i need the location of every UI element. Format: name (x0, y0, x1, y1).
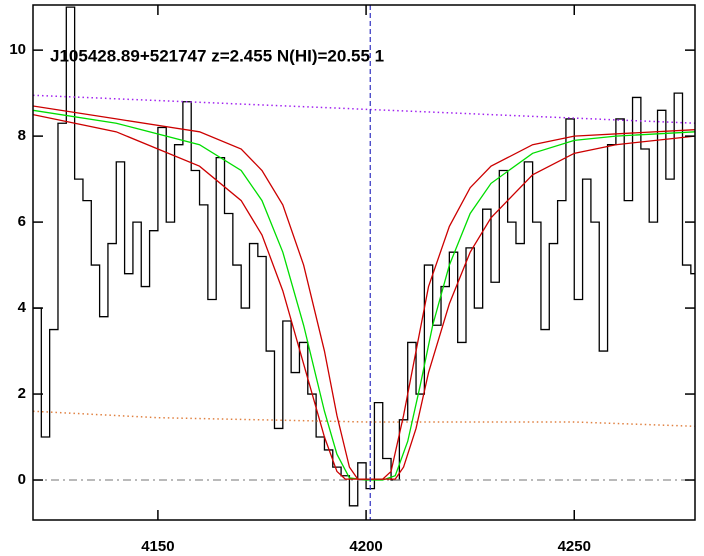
y-tick-label: 6 (18, 213, 26, 230)
x-tick-label: 4250 (558, 538, 591, 555)
x-tick-label: 4150 (141, 538, 174, 555)
plot-area (33, 5, 695, 520)
series-fit-lower (33, 113, 695, 480)
y-tick-label: 8 (18, 127, 26, 144)
y-tick-label: 0 (18, 471, 26, 488)
series-flux (33, 6, 695, 507)
x-tick-label: 4200 (349, 538, 382, 555)
annotation: J105428.89+521747 z=2.455 N(HI)=20.55 1 (50, 46, 384, 65)
series-fit (33, 109, 695, 481)
frame (32, 4, 696, 521)
y-tick-label: 10 (9, 41, 26, 58)
series-error (33, 410, 695, 428)
y-tick-label: 2 (18, 385, 26, 402)
y-tick-label: 4 (18, 299, 27, 316)
